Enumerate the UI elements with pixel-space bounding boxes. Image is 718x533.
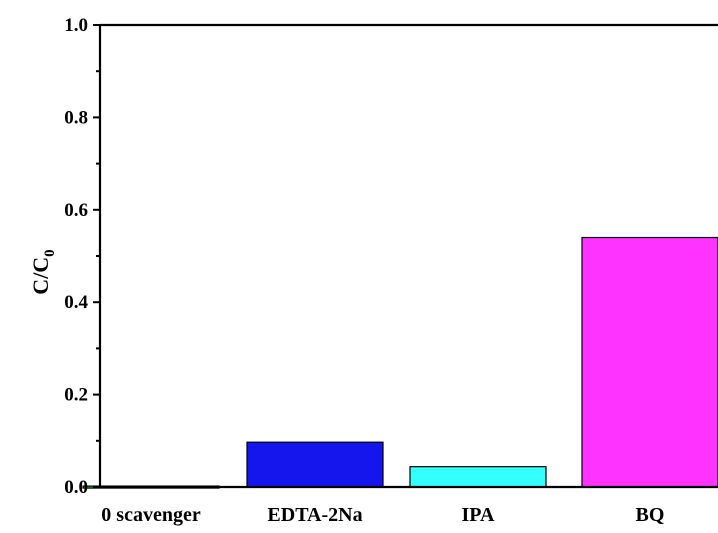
y-axis-title: C/C0 — [28, 249, 58, 294]
x-tick-label: 0 scavenger — [101, 504, 201, 526]
x-tick-label: EDTA-2Na — [267, 504, 362, 526]
y-axis-label-subscript: 0 — [42, 249, 58, 257]
bar-edta-2na — [246, 441, 384, 488]
y-tick-label: 1.0 — [64, 15, 88, 36]
bars-layer — [82, 236, 718, 489]
y-tick-label: 0.6 — [64, 200, 88, 221]
y-ticks-layer: 0.0 0.2 0.4 0.6 0.8 1.0 — [64, 15, 100, 498]
x-tick-label: IPA — [462, 504, 496, 526]
bar-ipa — [409, 466, 547, 488]
y-tick-label: 0.4 — [64, 292, 88, 313]
x-tick-label: BQ — [636, 504, 665, 526]
y-axis-label: C/C0 — [28, 249, 58, 294]
x-tick-labels-layer: 0 scavenger EDTA-2Na IPA BQ — [101, 504, 664, 526]
bar-bq — [581, 236, 718, 488]
y-tick-label: 0.8 — [64, 107, 88, 128]
y-tick-label: 0.0 — [64, 477, 88, 498]
y-tick-label: 0.2 — [64, 385, 88, 406]
